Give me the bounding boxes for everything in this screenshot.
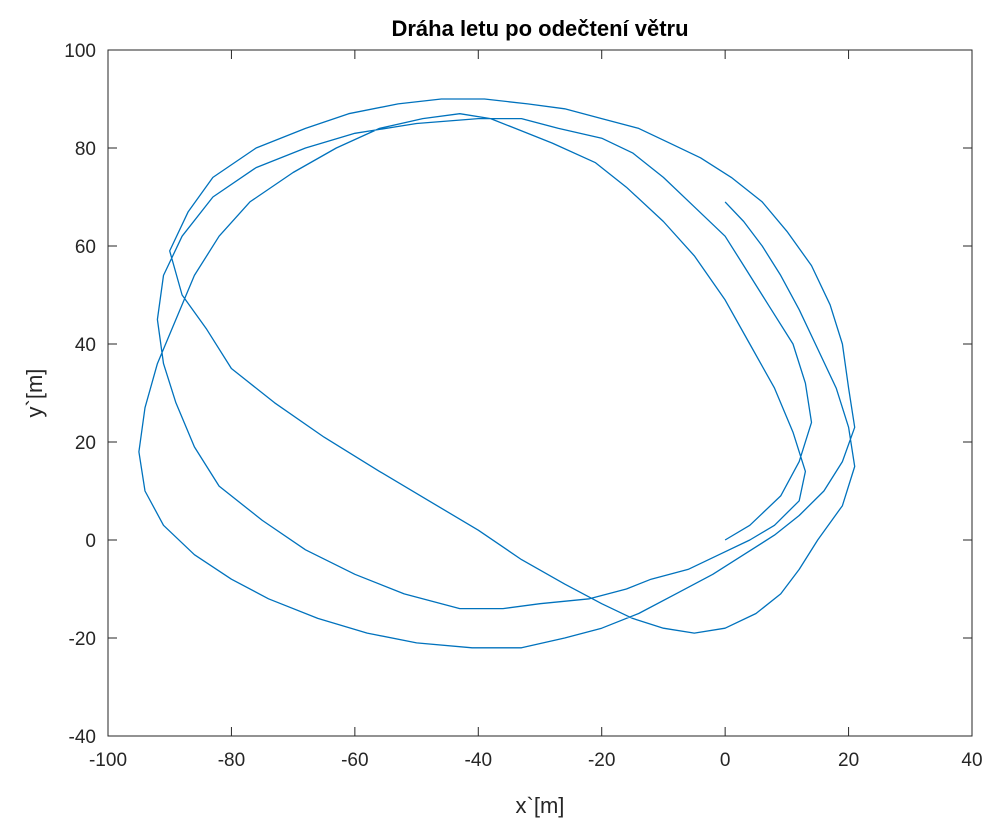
axis-ticks: -100 -80 -60 -40 -20 0 20 40 -40 -20 0 20 40 60 80 100 xyxy=(64,41,982,771)
y-tick-label: 20 xyxy=(75,433,96,454)
x-tick-label: 20 xyxy=(838,750,859,771)
y-axis-label: y`[m] xyxy=(22,369,47,418)
y-tick-label: 40 xyxy=(75,335,96,356)
series-line-0 xyxy=(138,98,856,649)
y-tick-label: 80 xyxy=(75,139,96,160)
x-tick-label: -60 xyxy=(341,750,368,771)
y-tick-label: -40 xyxy=(69,727,96,748)
y-tick-label: 0 xyxy=(85,531,96,552)
x-tick-label: -100 xyxy=(89,750,127,771)
plot-area xyxy=(107,49,973,737)
series-group xyxy=(138,98,856,649)
y-tick-label: -20 xyxy=(69,629,96,650)
x-tick-label: 40 xyxy=(961,750,982,771)
y-tick-label: 60 xyxy=(75,237,96,258)
x-axis-label: x`[m] xyxy=(516,793,565,818)
x-tick-label: 0 xyxy=(720,750,731,771)
chart-title: Dráha letu po odečtení větru xyxy=(391,16,688,41)
x-tick-label: -40 xyxy=(465,750,492,771)
x-tick-label: -20 xyxy=(588,750,615,771)
y-tick-label: 100 xyxy=(64,41,96,62)
x-tick-label: -80 xyxy=(218,750,245,771)
